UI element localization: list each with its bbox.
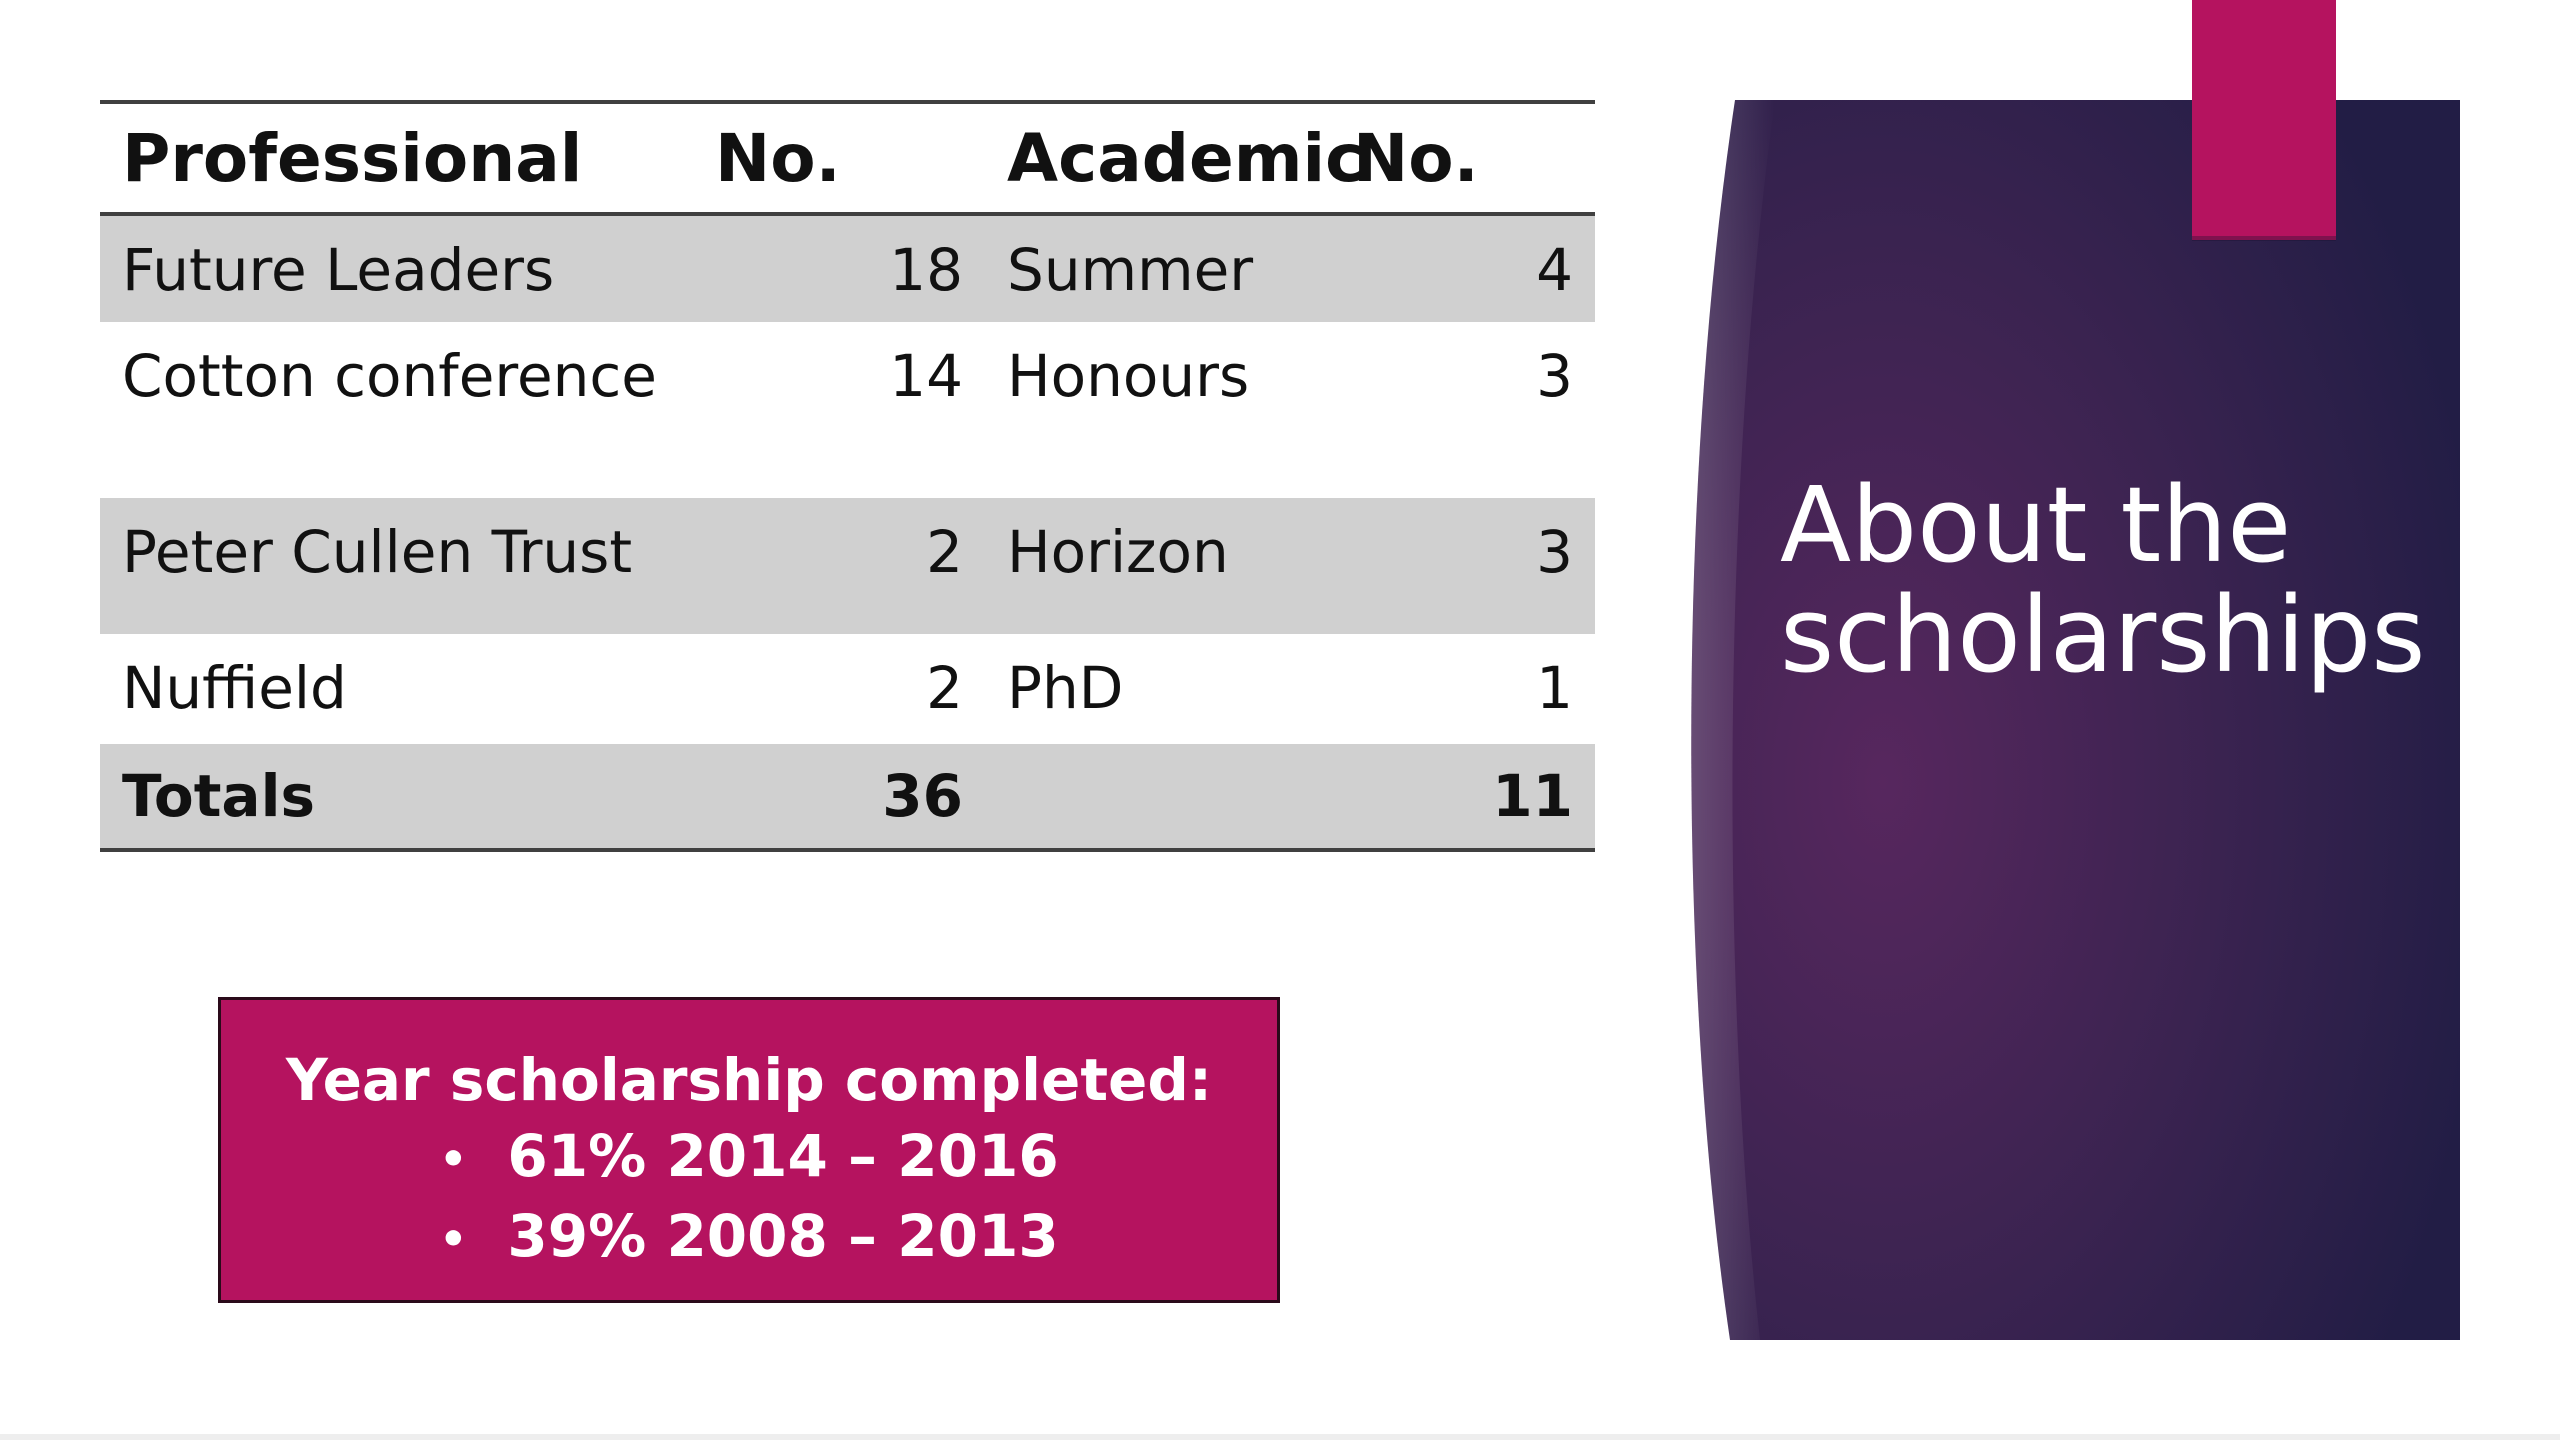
title-panel [1691, 0, 2460, 1340]
academic-count: 3 [1536, 342, 1573, 410]
academic-name: Horizon [985, 498, 1353, 634]
panel-background [1691, 100, 2460, 1340]
slide-bottom-edge [0, 1434, 2560, 1440]
completion-item-text: 61% 2014 – 2016 [507, 1122, 1059, 1190]
table-row: Future Leaders 18 Summer 4 [100, 214, 1595, 322]
completion-list: • 61% 2014 – 2016 • 39% 2008 – 2013 [221, 1118, 1277, 1278]
professional-count: 14 [889, 342, 963, 410]
scholarships-table: Professional No. Academic No. Future Lea… [100, 100, 1595, 852]
table-header: Professional No. Academic No. [100, 102, 1595, 214]
totals-label: Totals [100, 744, 715, 850]
academic-count: 4 [1353, 214, 1595, 322]
academic-count: 1 [1536, 654, 1573, 722]
bookmark-tab-shadow [2192, 236, 2336, 241]
table-row: Cotton conference 14 Honours 3 [100, 322, 1595, 498]
magenta-bookmark-tab [2192, 0, 2336, 240]
completion-callout: Year scholarship completed: • 61% 2014 – … [218, 997, 1280, 1303]
academic-name: PhD [1007, 654, 1124, 722]
academic-name: Honours [1007, 342, 1250, 410]
professional-count: 18 [715, 214, 985, 322]
bullet-icon: • [439, 1213, 468, 1265]
professional-count: 2 [715, 498, 985, 634]
table-row: Nuffield 2 PhD 1 [100, 634, 1595, 744]
header-professional: Professional [122, 119, 583, 197]
academic-total-label [985, 744, 1353, 850]
professional-count: 2 [926, 654, 963, 722]
table-row: Peter Cullen Trust 2 Horizon 3 [100, 498, 1595, 634]
completion-item-text: 39% 2008 – 2013 [507, 1201, 1059, 1270]
professional-name: Nuffield [122, 654, 347, 722]
page-title: About the scholarships [1780, 464, 2426, 696]
professional-name: Future Leaders [100, 214, 715, 322]
completion-heading: Year scholarship completed: [285, 1046, 1213, 1114]
header-professional-number: No. [715, 119, 841, 197]
list-item: • 61% 2014 – 2016 [221, 1118, 1277, 1198]
academic-count: 3 [1353, 498, 1595, 634]
academic-total: 11 [1353, 744, 1595, 850]
bullet-icon: • [439, 1133, 468, 1185]
header-academic: Academic [1007, 119, 1365, 197]
header-academic-number: No. [1353, 119, 1479, 197]
list-item: • 39% 2008 – 2013 [221, 1198, 1277, 1278]
professional-name: Peter Cullen Trust [100, 498, 715, 634]
professional-name: Cotton conference [122, 342, 657, 410]
academic-name: Summer [985, 214, 1353, 322]
panel-sheen-stripe [1691, 100, 1775, 1340]
totals-row: Totals 36 11 [100, 744, 1595, 850]
professional-total: 36 [715, 744, 985, 850]
